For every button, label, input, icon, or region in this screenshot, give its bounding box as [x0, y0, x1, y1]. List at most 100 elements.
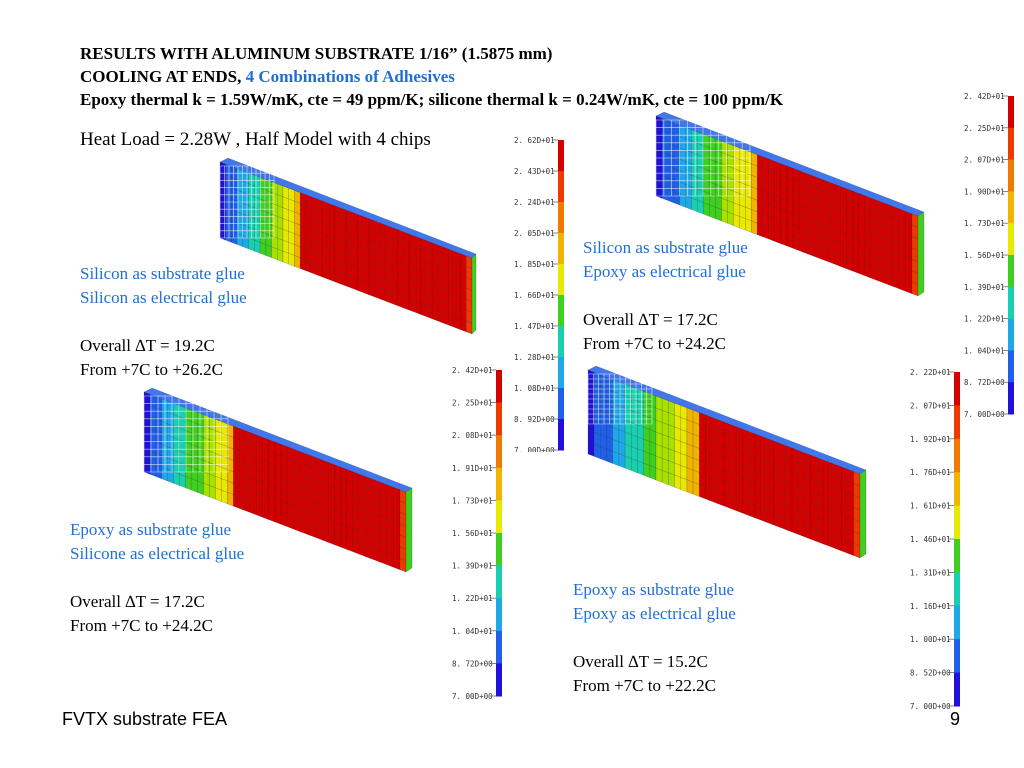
- delta-t-text: Overall ∆T = 17.2C: [583, 310, 718, 329]
- legend-color-band: [558, 202, 564, 234]
- fea-mesh-cell: [352, 539, 359, 555]
- legend-color-band: [558, 357, 564, 389]
- legend-tick-label: 1. 47D+01: [514, 322, 555, 331]
- fea-mesh-cell: [768, 227, 776, 242]
- fea-mesh-cell: [709, 204, 716, 220]
- fea-end-face: [917, 211, 925, 297]
- fea-mesh-cell: [254, 239, 261, 254]
- fea-mesh-cell: [357, 279, 364, 293]
- legend-color-band: [954, 672, 960, 707]
- legend-color-band: [496, 500, 502, 534]
- fea-mesh-cell: [870, 266, 877, 281]
- fea-mesh-cell: [715, 207, 722, 222]
- fea-mesh-cell: [294, 255, 301, 269]
- legend-tick-label: 2. 25D+01: [964, 124, 1005, 133]
- legend-tick-label: 2. 07D+01: [964, 156, 1005, 165]
- legend-color-band: [558, 388, 564, 420]
- fea-mesh-cell: [828, 250, 835, 265]
- fea-mesh-cell: [368, 283, 375, 298]
- fea-mesh-cell: [420, 303, 427, 317]
- legend-color-band: [558, 264, 564, 296]
- legend-tick-label: 2. 05D+01: [514, 229, 555, 238]
- legend-tick-label: 1. 46D+01: [910, 535, 951, 544]
- fea-mesh-cell: [834, 252, 841, 267]
- fea-mesh-cell: [454, 316, 461, 330]
- caption-case-2: Silicon as substrate glue Epoxy as elect…: [583, 236, 748, 356]
- fea-mesh-cell: [643, 462, 651, 478]
- legend-tick-label: 7. 00D+00: [910, 702, 951, 710]
- legend-color-band: [1008, 223, 1014, 256]
- fea-mesh-cell: [322, 528, 329, 543]
- legend-tick-label: 8. 72D+00: [964, 378, 1005, 387]
- fea-mesh-cell: [822, 531, 830, 547]
- legend-tick-label: 7. 00D+00: [452, 692, 493, 700]
- fea-mesh-cell: [197, 480, 204, 496]
- legend-color-band: [954, 605, 960, 640]
- legend-color-band: [558, 233, 564, 265]
- legend-tick-label: 1. 73D+01: [964, 219, 1005, 228]
- legend-tick-label: 8. 72D+00: [452, 659, 493, 668]
- fea-mesh-cell: [691, 197, 698, 213]
- fea-mesh-cell: [203, 483, 210, 498]
- fea-mesh-cell: [822, 247, 829, 263]
- caption-case-3: Epoxy as substrate glue Silicone as elec…: [70, 518, 244, 638]
- fea-mesh-cell: [703, 202, 710, 217]
- fea-mesh-cell: [739, 216, 746, 231]
- fea-mesh-cell: [191, 478, 198, 493]
- fea-mesh-cell: [773, 512, 780, 528]
- fea-mesh-cell: [757, 222, 764, 238]
- fea-mesh-cell: [328, 530, 335, 546]
- fea-mesh-cell: [362, 281, 370, 296]
- fea-mesh-cell: [723, 493, 731, 509]
- legend-tick-label: 1. 39D+01: [964, 283, 1005, 292]
- fea-mesh-cell: [606, 448, 613, 464]
- fea-mesh-cell: [385, 290, 393, 304]
- fea-mesh-cell: [882, 270, 889, 285]
- legend-color-band: [1008, 255, 1014, 288]
- legend-color-band: [954, 639, 960, 674]
- electrical-glue-label: Silicone as electrical glue: [70, 544, 245, 563]
- legend-tick-label: 1. 56D+01: [964, 251, 1005, 260]
- fea-mesh-cell: [655, 467, 663, 483]
- fea-mesh-cell: [311, 261, 318, 276]
- legend-tick-label: 1. 91D+01: [452, 464, 493, 473]
- fea-mesh-cell: [791, 519, 799, 535]
- fea-mesh-cell: [721, 209, 728, 224]
- fea-mesh-cell: [292, 517, 300, 532]
- fea-mesh-cell: [466, 320, 473, 335]
- fea-mesh-cell: [798, 238, 806, 254]
- fea-mesh-cell: [437, 309, 444, 324]
- fea-mesh-cell: [399, 558, 407, 573]
- legend-color-band: [496, 663, 502, 697]
- fea-mesh-cell: [277, 248, 284, 263]
- fea-mesh-cell: [250, 501, 258, 516]
- fea-mesh-cell: [443, 311, 450, 326]
- slide-title: RESULTS WITH ALUMINUM SUBSTRATE 1/16” (1…: [80, 42, 783, 111]
- legend-color-band: [1008, 96, 1014, 129]
- legend-color-band: [1008, 318, 1014, 351]
- legend-tick-label: 1. 85D+01: [514, 260, 555, 269]
- fea-mesh-cell: [858, 261, 865, 276]
- fea-mesh-cell: [705, 486, 712, 502]
- legend-tick-label: 1. 61D+01: [910, 502, 951, 511]
- legend-color-band: [1008, 127, 1014, 161]
- legend-color-band: [558, 419, 564, 451]
- legend-color-band: [558, 326, 564, 358]
- legend-tick-label: 2. 07D+01: [910, 401, 951, 410]
- fea-mesh-cell: [835, 536, 842, 552]
- temperature-range-text: From +7C to +24.2C: [583, 334, 726, 353]
- legend-tick-label: 1. 08D+01: [514, 384, 555, 393]
- fea-mesh-cell: [286, 514, 294, 530]
- fea-mesh-cell: [358, 542, 365, 557]
- legend-color-band: [496, 598, 502, 632]
- legend-color-band: [558, 171, 564, 203]
- fea-mesh-cell: [674, 474, 681, 490]
- fea-mesh-cell: [345, 274, 352, 289]
- legend-tick-label: 1. 16D+01: [910, 602, 951, 611]
- fea-mesh-cell: [612, 451, 620, 467]
- fea-mesh-cell: [680, 477, 688, 493]
- fea-mesh-cell: [847, 540, 855, 556]
- legend-tick-label: 2. 08D+01: [452, 431, 493, 440]
- fea-mesh-cell: [828, 533, 836, 549]
- legend-color-band: [558, 295, 564, 327]
